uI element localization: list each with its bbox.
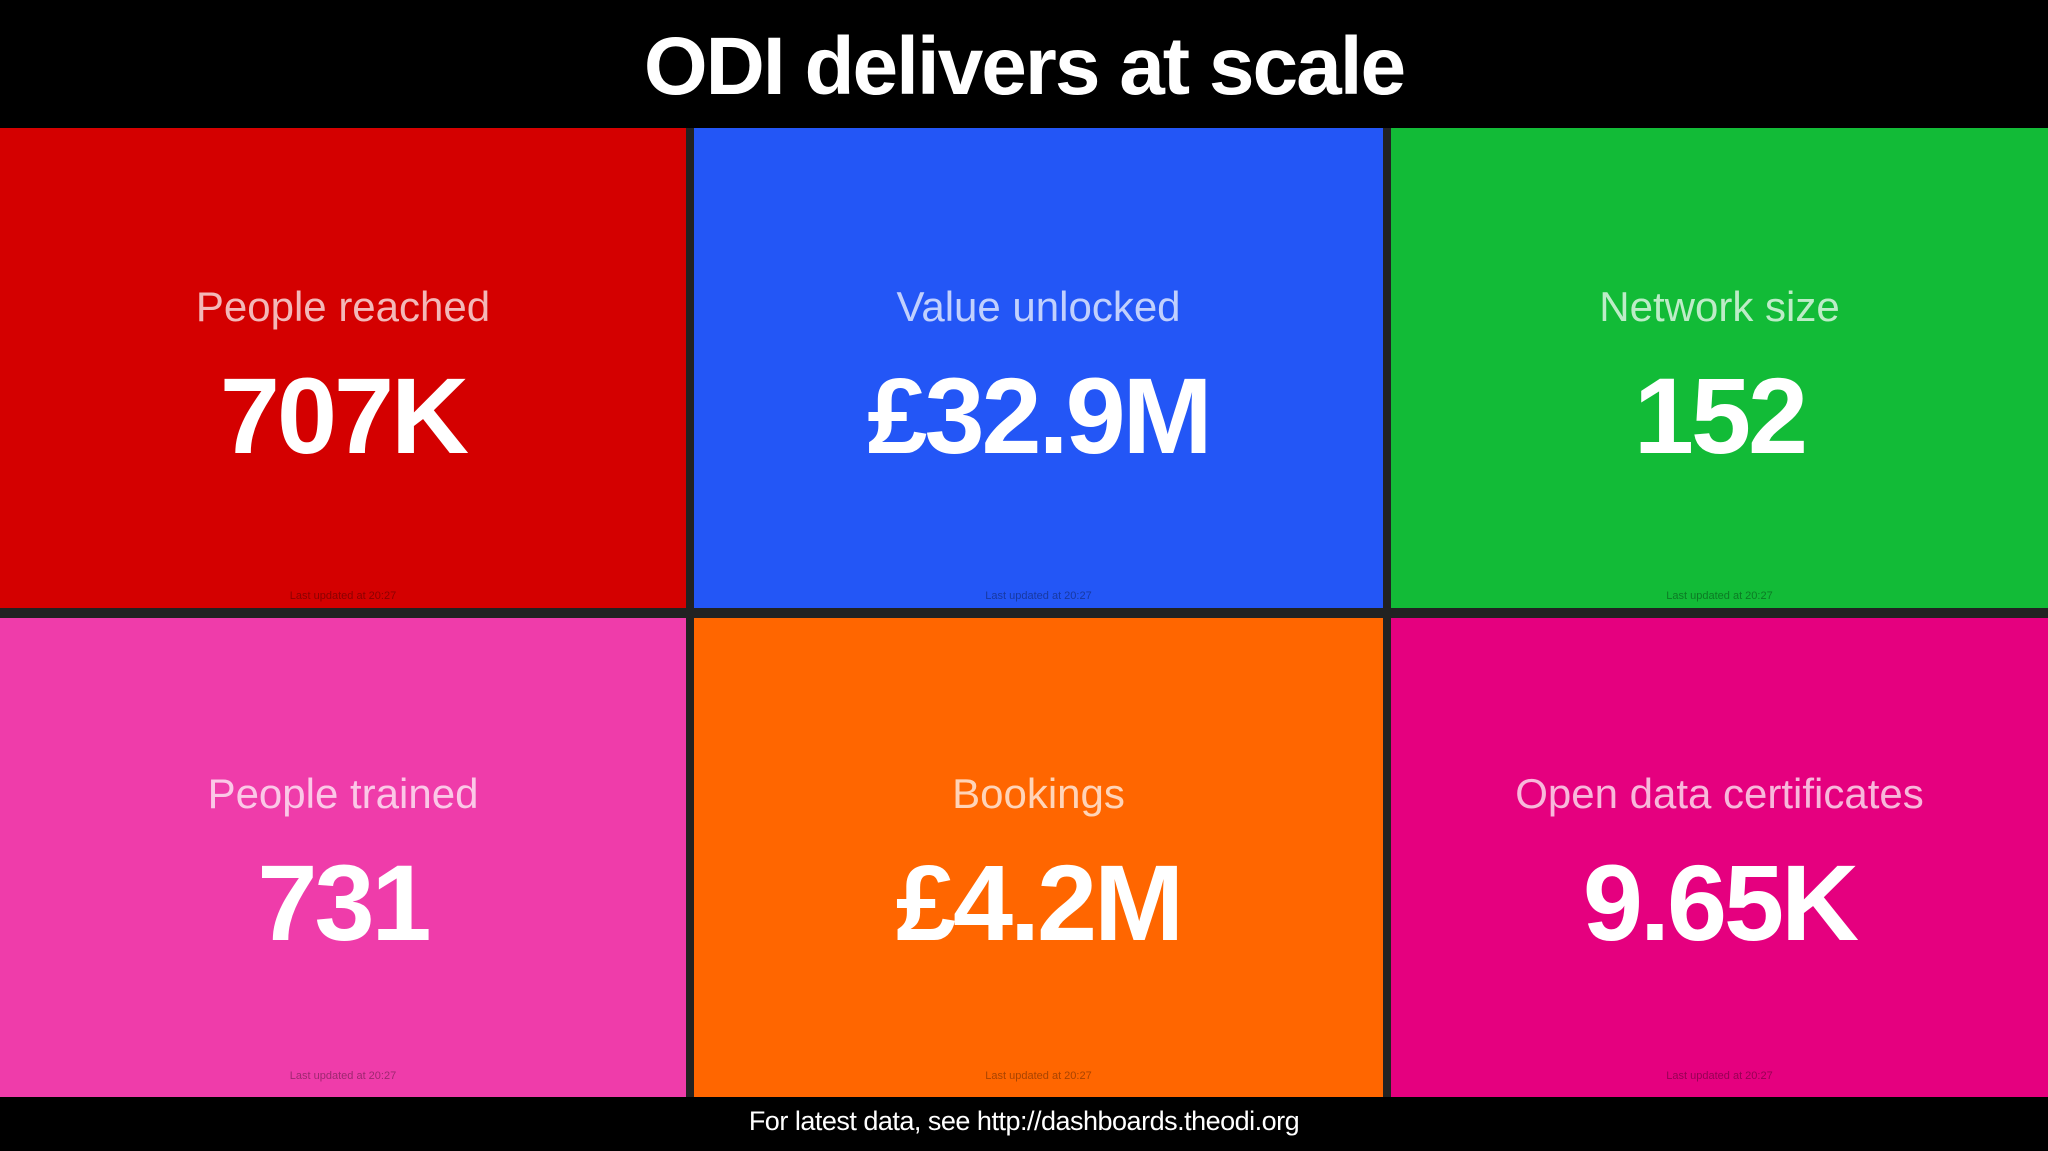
tile-label: People reached bbox=[195, 283, 491, 330]
tile-value: £4.2M bbox=[895, 842, 1184, 963]
tile-updated-time: Last updated at 20:27 bbox=[289, 590, 397, 602]
tile-value-unlocked: Value unlocked £32.9M Last updated at 20… bbox=[694, 128, 1383, 608]
tile-open-data-certificates: Open data certificates 9.65K Last update… bbox=[1391, 618, 2048, 1097]
footer-text: For latest data, see http://dashboards.t… bbox=[748, 1105, 1300, 1136]
tile-updated-time: Last updated at 20:27 bbox=[1666, 1070, 1773, 1082]
tile-people-reached: People reached 707K Last updated at 20:2… bbox=[0, 128, 686, 608]
tile-label: Open data certificates bbox=[1515, 770, 1924, 817]
tile-people-trained: People trained 731 Last updated at 20:27 bbox=[0, 618, 686, 1097]
header-bar: ODI delivers at scale bbox=[0, 0, 2048, 128]
tile-value: 707K bbox=[219, 355, 469, 476]
tile-bookings: Bookings £4.2M Last updated at 20:27 bbox=[694, 618, 1383, 1097]
tile-label: People trained bbox=[207, 770, 479, 817]
tile-network-size: Network size 152 Last updated at 20:27 bbox=[1391, 128, 2048, 608]
tile-updated-time: Last updated at 20:27 bbox=[1666, 590, 1773, 602]
page-title: ODI delivers at scale bbox=[643, 21, 1406, 112]
tile-value: 152 bbox=[1633, 355, 1808, 476]
tile-label: Network size bbox=[1599, 283, 1840, 330]
tile-value: £32.9M bbox=[867, 355, 1212, 476]
tile-value: 731 bbox=[257, 842, 431, 963]
tile-updated-time: Last updated at 20:27 bbox=[289, 1070, 397, 1082]
tile-updated-time: Last updated at 20:27 bbox=[985, 590, 1092, 602]
tile-updated-time: Last updated at 20:27 bbox=[985, 1070, 1092, 1082]
tile-label: Value unlocked bbox=[896, 283, 1181, 330]
metrics-grid: People reached 707K Last updated at 20:2… bbox=[0, 128, 2048, 1097]
tile-label: Bookings bbox=[952, 770, 1125, 817]
footer-bar: For latest data, see http://dashboards.t… bbox=[0, 1097, 2048, 1151]
tile-value: 9.65K bbox=[1582, 842, 1859, 963]
